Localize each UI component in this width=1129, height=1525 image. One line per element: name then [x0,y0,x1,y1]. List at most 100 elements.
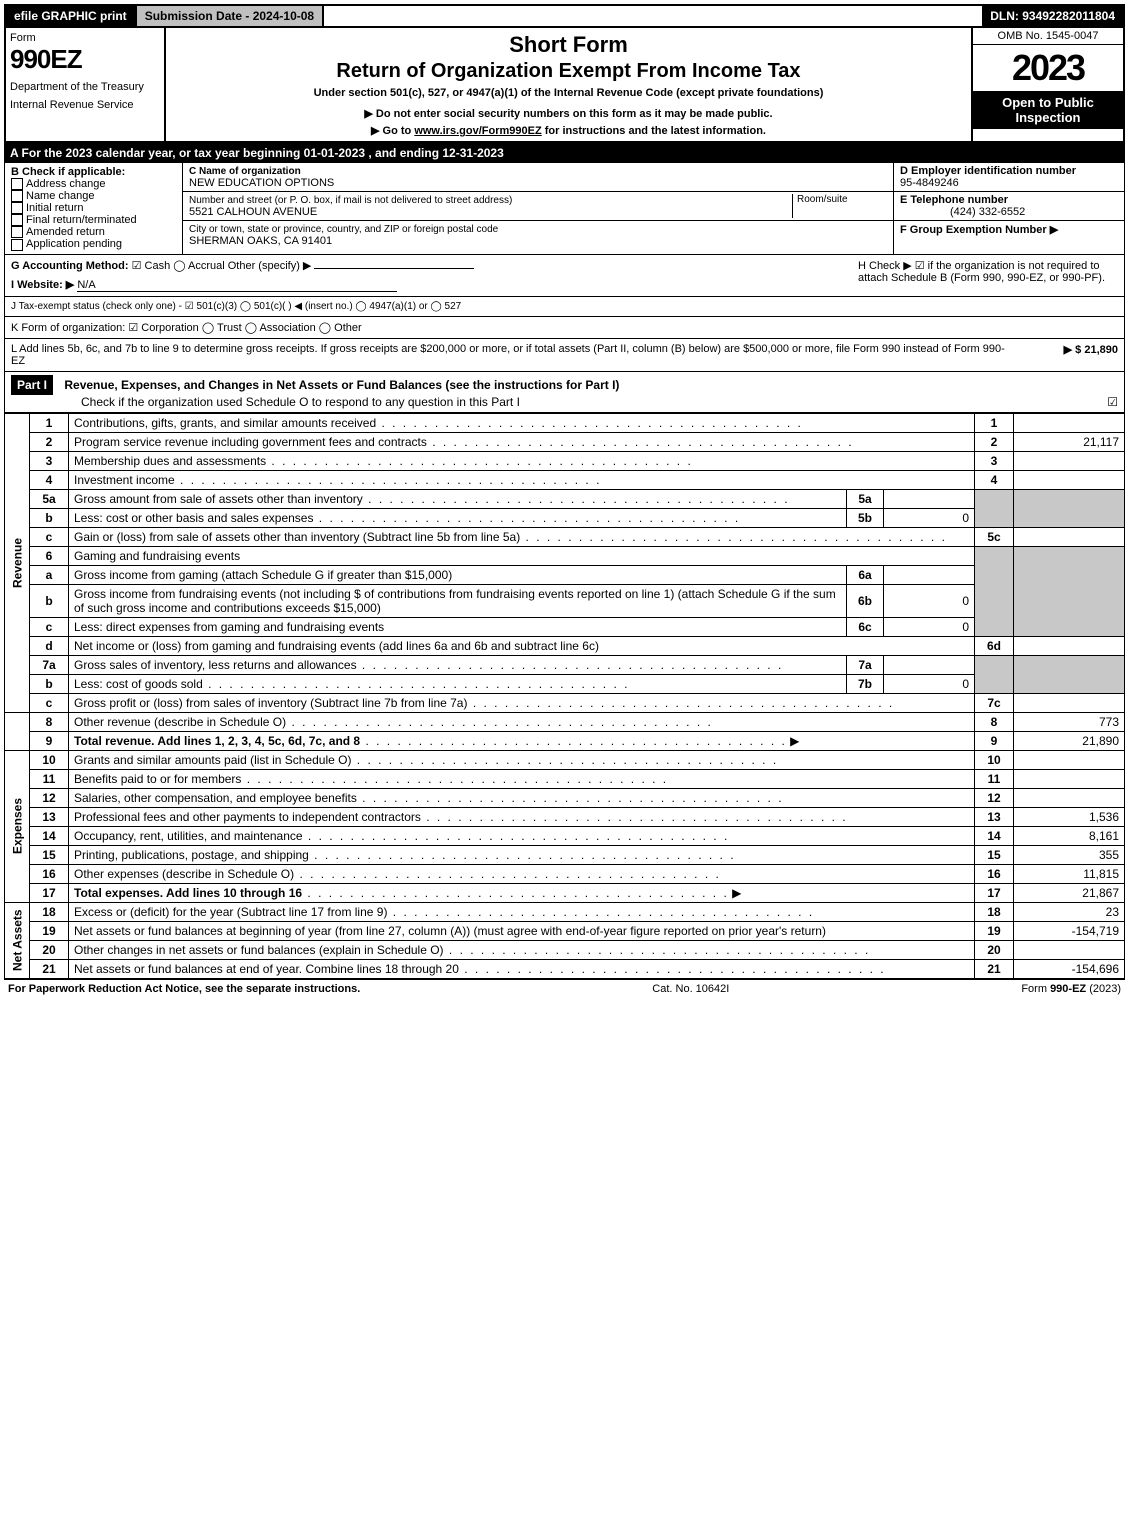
instruction-1: ▶ Do not enter social security numbers o… [174,107,963,120]
l20-desc-text: Other changes in net assets or fund bala… [74,943,444,957]
g-opts: ☑ Cash ◯ Accrual Other (specify) ▶ [132,260,312,272]
l11-rnum: 11 [975,769,1014,788]
b-opt-amended[interactable]: Amended return [11,226,176,238]
l2-desc: Program service revenue including govern… [69,432,975,451]
l7a-bl: 7a [847,655,884,674]
l12-desc-text: Salaries, other compensation, and employ… [74,791,357,805]
l7-shade-val [1014,655,1125,693]
b-opt-final[interactable]: Final return/terminated [11,214,176,226]
l6c-desc: Less: direct expenses from gaming and fu… [69,617,847,636]
c-street-block: Number and street (or P. O. box, if mail… [183,192,893,221]
l9-desc: Total revenue. Add lines 1, 2, 3, 4, 5c,… [69,731,975,750]
b-opt-pending[interactable]: Application pending [11,238,176,250]
l16-val: 11,815 [1014,864,1125,883]
l3-rnum: 3 [975,451,1014,470]
l6d-rnum: 6d [975,636,1014,655]
b-opt-3-label: Final return/terminated [26,214,137,226]
b-opt-4-label: Amended return [26,226,105,238]
l1-desc: Contributions, gifts, grants, and simila… [69,413,975,432]
b-opt-address[interactable]: Address change [11,178,176,190]
l16-desc-text: Other expenses (describe in Schedule O) [74,867,294,881]
i-value: N/A [77,279,397,292]
l14-num: 14 [30,826,69,845]
l6-shade-val [1014,546,1125,636]
l-text: L Add lines 5b, 6c, and 7b to line 9 to … [11,343,1018,367]
header-left: Form 990EZ Department of the Treasury In… [6,28,166,141]
open-public-badge: Open to Public Inspection [973,91,1123,129]
l6d-num: d [30,636,69,655]
l6b-num: b [30,584,69,617]
row-a: A For the 2023 calendar year, or tax yea… [4,143,1125,163]
submission-date: Submission Date - 2024-10-08 [135,6,324,26]
footer: For Paperwork Reduction Act Notice, see … [4,979,1125,998]
l5b-bl: 5b [847,508,884,527]
l4-val [1014,470,1125,489]
l20-val [1014,940,1125,959]
b-opt-initial[interactable]: Initial return [11,202,176,214]
l7c-num: c [30,693,69,712]
l17-rnum: 17 [975,883,1014,902]
row-j: J Tax-exempt status (check only one) - ☑… [4,297,1125,317]
l1-num: 1 [30,413,69,432]
row-l: L Add lines 5b, 6c, and 7b to line 9 to … [4,339,1125,372]
d-phone-label: E Telephone number [900,194,1008,206]
l13-val: 1,536 [1014,807,1125,826]
l5c-val [1014,527,1125,546]
l17-val: 21,867 [1014,883,1125,902]
l6-desc: Gaming and fundraising events [69,546,975,565]
l19-val: -154,719 [1014,921,1125,940]
l4-desc-text: Investment income [74,473,175,487]
l9-desc-text: Total revenue. Add lines 1, 2, 3, 4, 5c,… [74,734,360,748]
l18-desc: Excess or (deficit) for the year (Subtra… [69,902,975,921]
efile-label: efile GRAPHIC print [6,6,135,26]
l-amount: ▶ $ 21,890 [1018,343,1118,367]
c-street-value: 5521 CALHOUN AVENUE [189,206,317,218]
c-city-label: City or town, state or province, country… [189,224,498,235]
l10-num: 10 [30,750,69,769]
l1-desc-text: Contributions, gifts, grants, and simila… [74,416,376,430]
b-opt-name[interactable]: Name change [11,190,176,202]
form-number: 990EZ [10,44,160,75]
l5b-desc: Less: cost or other basis and sales expe… [69,508,847,527]
l15-val: 355 [1014,845,1125,864]
row-gh: G Accounting Method: ☑ Cash ◯ Accrual Ot… [4,255,1125,297]
part1-checked[interactable]: ☑ [1107,395,1118,409]
l20-num: 20 [30,940,69,959]
return-title: Return of Organization Exempt From Incom… [174,60,963,83]
l6-shade [975,546,1014,636]
part1-check-text: Check if the organization used Schedule … [81,395,520,409]
l7b-num: b [30,674,69,693]
l13-num: 13 [30,807,69,826]
l7a-desc: Gross sales of inventory, less returns a… [69,655,847,674]
c-room-label: Room/suite [792,194,887,218]
g-line[interactable] [314,268,474,269]
l4-desc: Investment income [69,470,975,489]
l5c-desc-text: Gain or (loss) from sale of assets other… [74,530,520,544]
b-opt-5-label: Application pending [26,238,122,250]
l14-desc-text: Occupancy, rent, utilities, and maintena… [74,829,303,843]
l21-desc: Net assets or fund balances at end of ye… [69,959,975,978]
l7a-num: 7a [30,655,69,674]
l13-desc-text: Professional fees and other payments to … [74,810,421,824]
l10-rnum: 10 [975,750,1014,769]
l13-rnum: 13 [975,807,1014,826]
irs-link[interactable]: www.irs.gov/Form990EZ [414,125,541,137]
col-d: D Employer identification number 95-4849… [893,163,1124,254]
l3-val [1014,451,1125,470]
l6a-desc: Gross income from gaming (attach Schedul… [69,565,847,584]
l5c-rnum: 5c [975,527,1014,546]
l12-num: 12 [30,788,69,807]
l5ab-shade [975,489,1014,527]
l5a-desc-text: Gross amount from sale of assets other t… [74,492,363,506]
l21-num: 21 [30,959,69,978]
l6b-bl: 6b [847,584,884,617]
l2-num: 2 [30,432,69,451]
dln-label: DLN: 93492282011804 [982,6,1123,26]
l17-desc: Total expenses. Add lines 10 through 16 … [69,883,975,902]
l7b-desc: Less: cost of goods sold [69,674,847,693]
l8-rnum: 8 [975,712,1014,731]
header-right: OMB No. 1545-0047 2023 Open to Public In… [971,28,1123,141]
l3-desc-text: Membership dues and assessments [74,454,266,468]
l2-val: 21,117 [1014,432,1125,451]
l5b-desc-text: Less: cost or other basis and sales expe… [74,511,313,525]
